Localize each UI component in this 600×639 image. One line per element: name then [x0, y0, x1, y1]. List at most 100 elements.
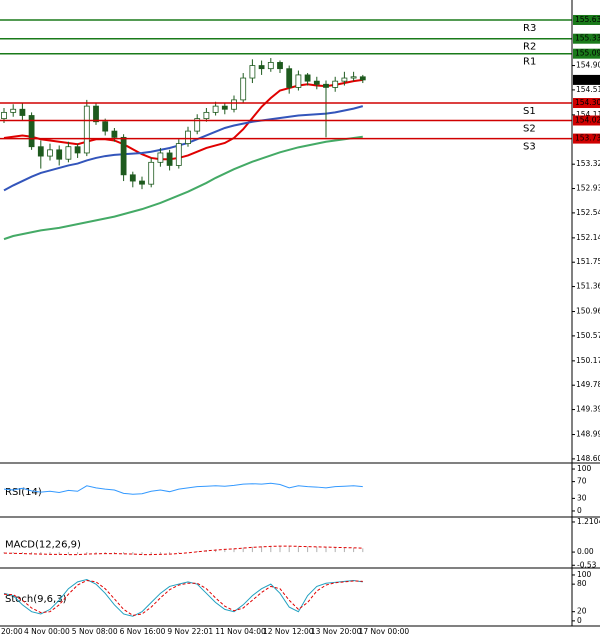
moving-average	[3, 135, 363, 241]
level-price-box	[573, 133, 600, 144]
candle-body	[83, 105, 90, 154]
level-price-box	[573, 48, 600, 59]
level-price-label: 155.09	[575, 49, 600, 58]
y-tick-label: 152.54	[576, 208, 600, 217]
candle-body	[313, 80, 320, 85]
y-tick-label: 0.00	[577, 547, 594, 556]
candle-body	[240, 77, 247, 101]
x-tick-label: 6 Nov 16:00	[120, 627, 166, 636]
current-price-box	[573, 74, 600, 85]
candle-body	[56, 149, 63, 160]
x-tick-label: 13 Nov 20:00	[311, 627, 362, 636]
indicator-line	[3, 579, 363, 617]
x-tick-label: 17 Nov 00:00	[359, 627, 410, 636]
candle-body	[277, 62, 283, 70]
candle-body	[323, 83, 329, 88]
y-tick-label: 148.99	[576, 430, 600, 439]
level-name: R3	[523, 23, 536, 34]
y-tick-label: 0	[577, 616, 582, 625]
candle-body	[304, 74, 311, 82]
candle-body	[203, 111, 210, 120]
x-tick-label: 20:00	[1, 627, 23, 636]
level-price-box	[573, 33, 600, 44]
indicator-title: RSI(14)	[5, 487, 42, 498]
candle-body	[157, 152, 164, 163]
candle-body	[111, 130, 118, 138]
y-tick-label: 154.90	[576, 61, 600, 70]
y-tick-label: 152.14	[576, 233, 600, 242]
y-tick-label: 149.39	[576, 405, 600, 414]
candle-body	[175, 143, 182, 166]
level-name: R2	[523, 42, 536, 53]
candle-body	[1, 111, 7, 120]
candle-body	[231, 99, 237, 110]
y-tick-label: 100	[577, 570, 592, 579]
x-tick-label: 4 Nov 00:00	[24, 627, 70, 636]
moving-average	[3, 78, 363, 161]
candle-body	[19, 108, 26, 116]
candle-body	[93, 105, 99, 123]
candle-body	[37, 146, 44, 157]
level-price-label: 153.73	[575, 134, 600, 143]
candle-body	[166, 152, 173, 166]
indicator-panels: RSI(14) 100 70 30 0 MACD(12,26,9) 1.2104 0.00 -0…	[3, 464, 600, 625]
indicator-title: Stoch(9,6,3)	[5, 594, 67, 605]
level-price-box	[573, 98, 600, 109]
level-name: S2	[523, 123, 536, 134]
level-name: R1	[523, 57, 536, 68]
current-price-label: 154.67	[575, 75, 600, 84]
indicator-title: MACD(12,26,9)	[5, 540, 81, 551]
y-tick-label: 152.93	[576, 184, 600, 193]
y-tick-label: 150.57	[576, 331, 600, 340]
candle-body	[185, 130, 191, 144]
indicator-line	[3, 482, 363, 495]
y-tick-label: 153.32	[576, 159, 600, 168]
candle-body	[10, 108, 17, 113]
level-price-box	[573, 115, 600, 126]
candle-body	[221, 105, 228, 110]
x-tick-label: 12 Nov 12:00	[263, 627, 314, 636]
y-tick-label: 150.17	[576, 356, 600, 365]
y-tick-label: 80	[577, 579, 587, 588]
level-price-label: 154.30	[575, 98, 600, 107]
candle-body	[341, 77, 348, 82]
y-tick-label: 70	[577, 477, 587, 486]
candle-body	[102, 121, 109, 132]
candle-body	[267, 62, 274, 70]
candle-body	[359, 76, 366, 81]
candle-body	[47, 149, 53, 157]
y-tick-label: 148.60	[576, 454, 600, 463]
level-name: S1	[523, 106, 536, 117]
y-tick-label: 0	[577, 506, 582, 515]
candle-body	[65, 146, 72, 160]
y-tick-label: 150.96	[576, 307, 600, 316]
y-tick-label: 154.11	[576, 110, 600, 119]
candle-body	[295, 74, 302, 88]
candle-body	[129, 174, 136, 182]
candle-body	[28, 115, 35, 148]
x-tick-label: 11 Nov 04:00	[215, 627, 266, 636]
level-price-label: 155.33	[575, 34, 600, 43]
candle-body	[258, 65, 265, 70]
y-tick-label: -0.53	[577, 560, 597, 569]
candle-body	[286, 68, 293, 88]
candle-body	[194, 118, 201, 132]
y-tick-label: 151.75	[576, 257, 600, 266]
level-price-label: 154.02	[575, 115, 600, 124]
candle-body	[350, 76, 357, 79]
level-price-label: 155.63	[575, 15, 600, 24]
candle-body	[74, 146, 81, 154]
y-tick-label: 1.2104	[577, 517, 600, 526]
level-name: S3	[523, 142, 536, 153]
y-tick-label: 30	[577, 493, 587, 502]
candle-body	[120, 136, 127, 176]
level-price-box	[573, 14, 600, 25]
y-tick-label: 154.51	[576, 85, 600, 94]
candle-body	[249, 65, 256, 79]
candle-body	[332, 80, 339, 88]
y-tick-label: 151.36	[576, 282, 600, 291]
moving-average	[3, 105, 364, 192]
candle-body	[139, 180, 145, 185]
